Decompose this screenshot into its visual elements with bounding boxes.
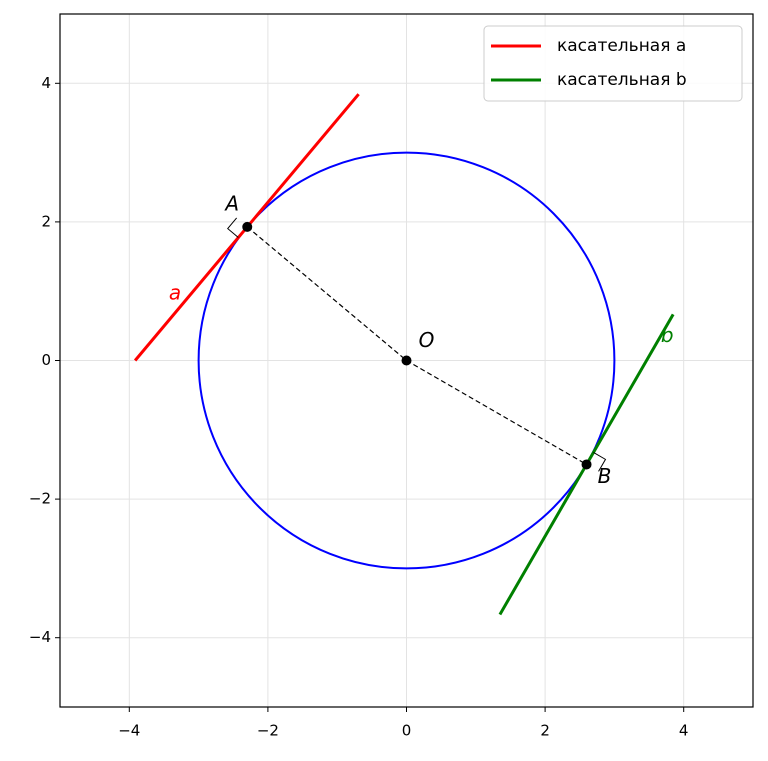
y-tick-label: 0 xyxy=(41,351,51,369)
right-angle-mark xyxy=(593,452,607,472)
point xyxy=(242,221,253,232)
point-label: B xyxy=(598,464,612,488)
x-tick-label: −4 xyxy=(118,722,140,740)
legend-label: касательная b xyxy=(557,70,687,90)
y-tick-label: 4 xyxy=(41,74,51,92)
legend-box xyxy=(483,25,743,102)
point-label: A xyxy=(223,191,239,215)
y-tick-label: 2 xyxy=(41,212,51,230)
x-tick-label: 0 xyxy=(402,722,412,740)
point-label: O xyxy=(419,328,435,352)
x-tick-label: 4 xyxy=(679,722,689,740)
line-label: b xyxy=(661,323,674,347)
x-tick-label: 2 xyxy=(540,722,550,740)
radius-segment xyxy=(406,359,587,465)
circle xyxy=(197,151,616,570)
point xyxy=(401,355,412,366)
line-label: a xyxy=(169,280,181,304)
radius-segment xyxy=(246,226,407,361)
legend-label: касательная a xyxy=(557,36,686,56)
y-tick-label: −4 xyxy=(29,628,51,646)
plot-frame xyxy=(59,13,754,708)
point xyxy=(581,459,592,470)
right-angle-mark xyxy=(227,217,239,238)
x-tick-label: −2 xyxy=(257,722,279,740)
y-tick-label: −2 xyxy=(29,490,51,508)
